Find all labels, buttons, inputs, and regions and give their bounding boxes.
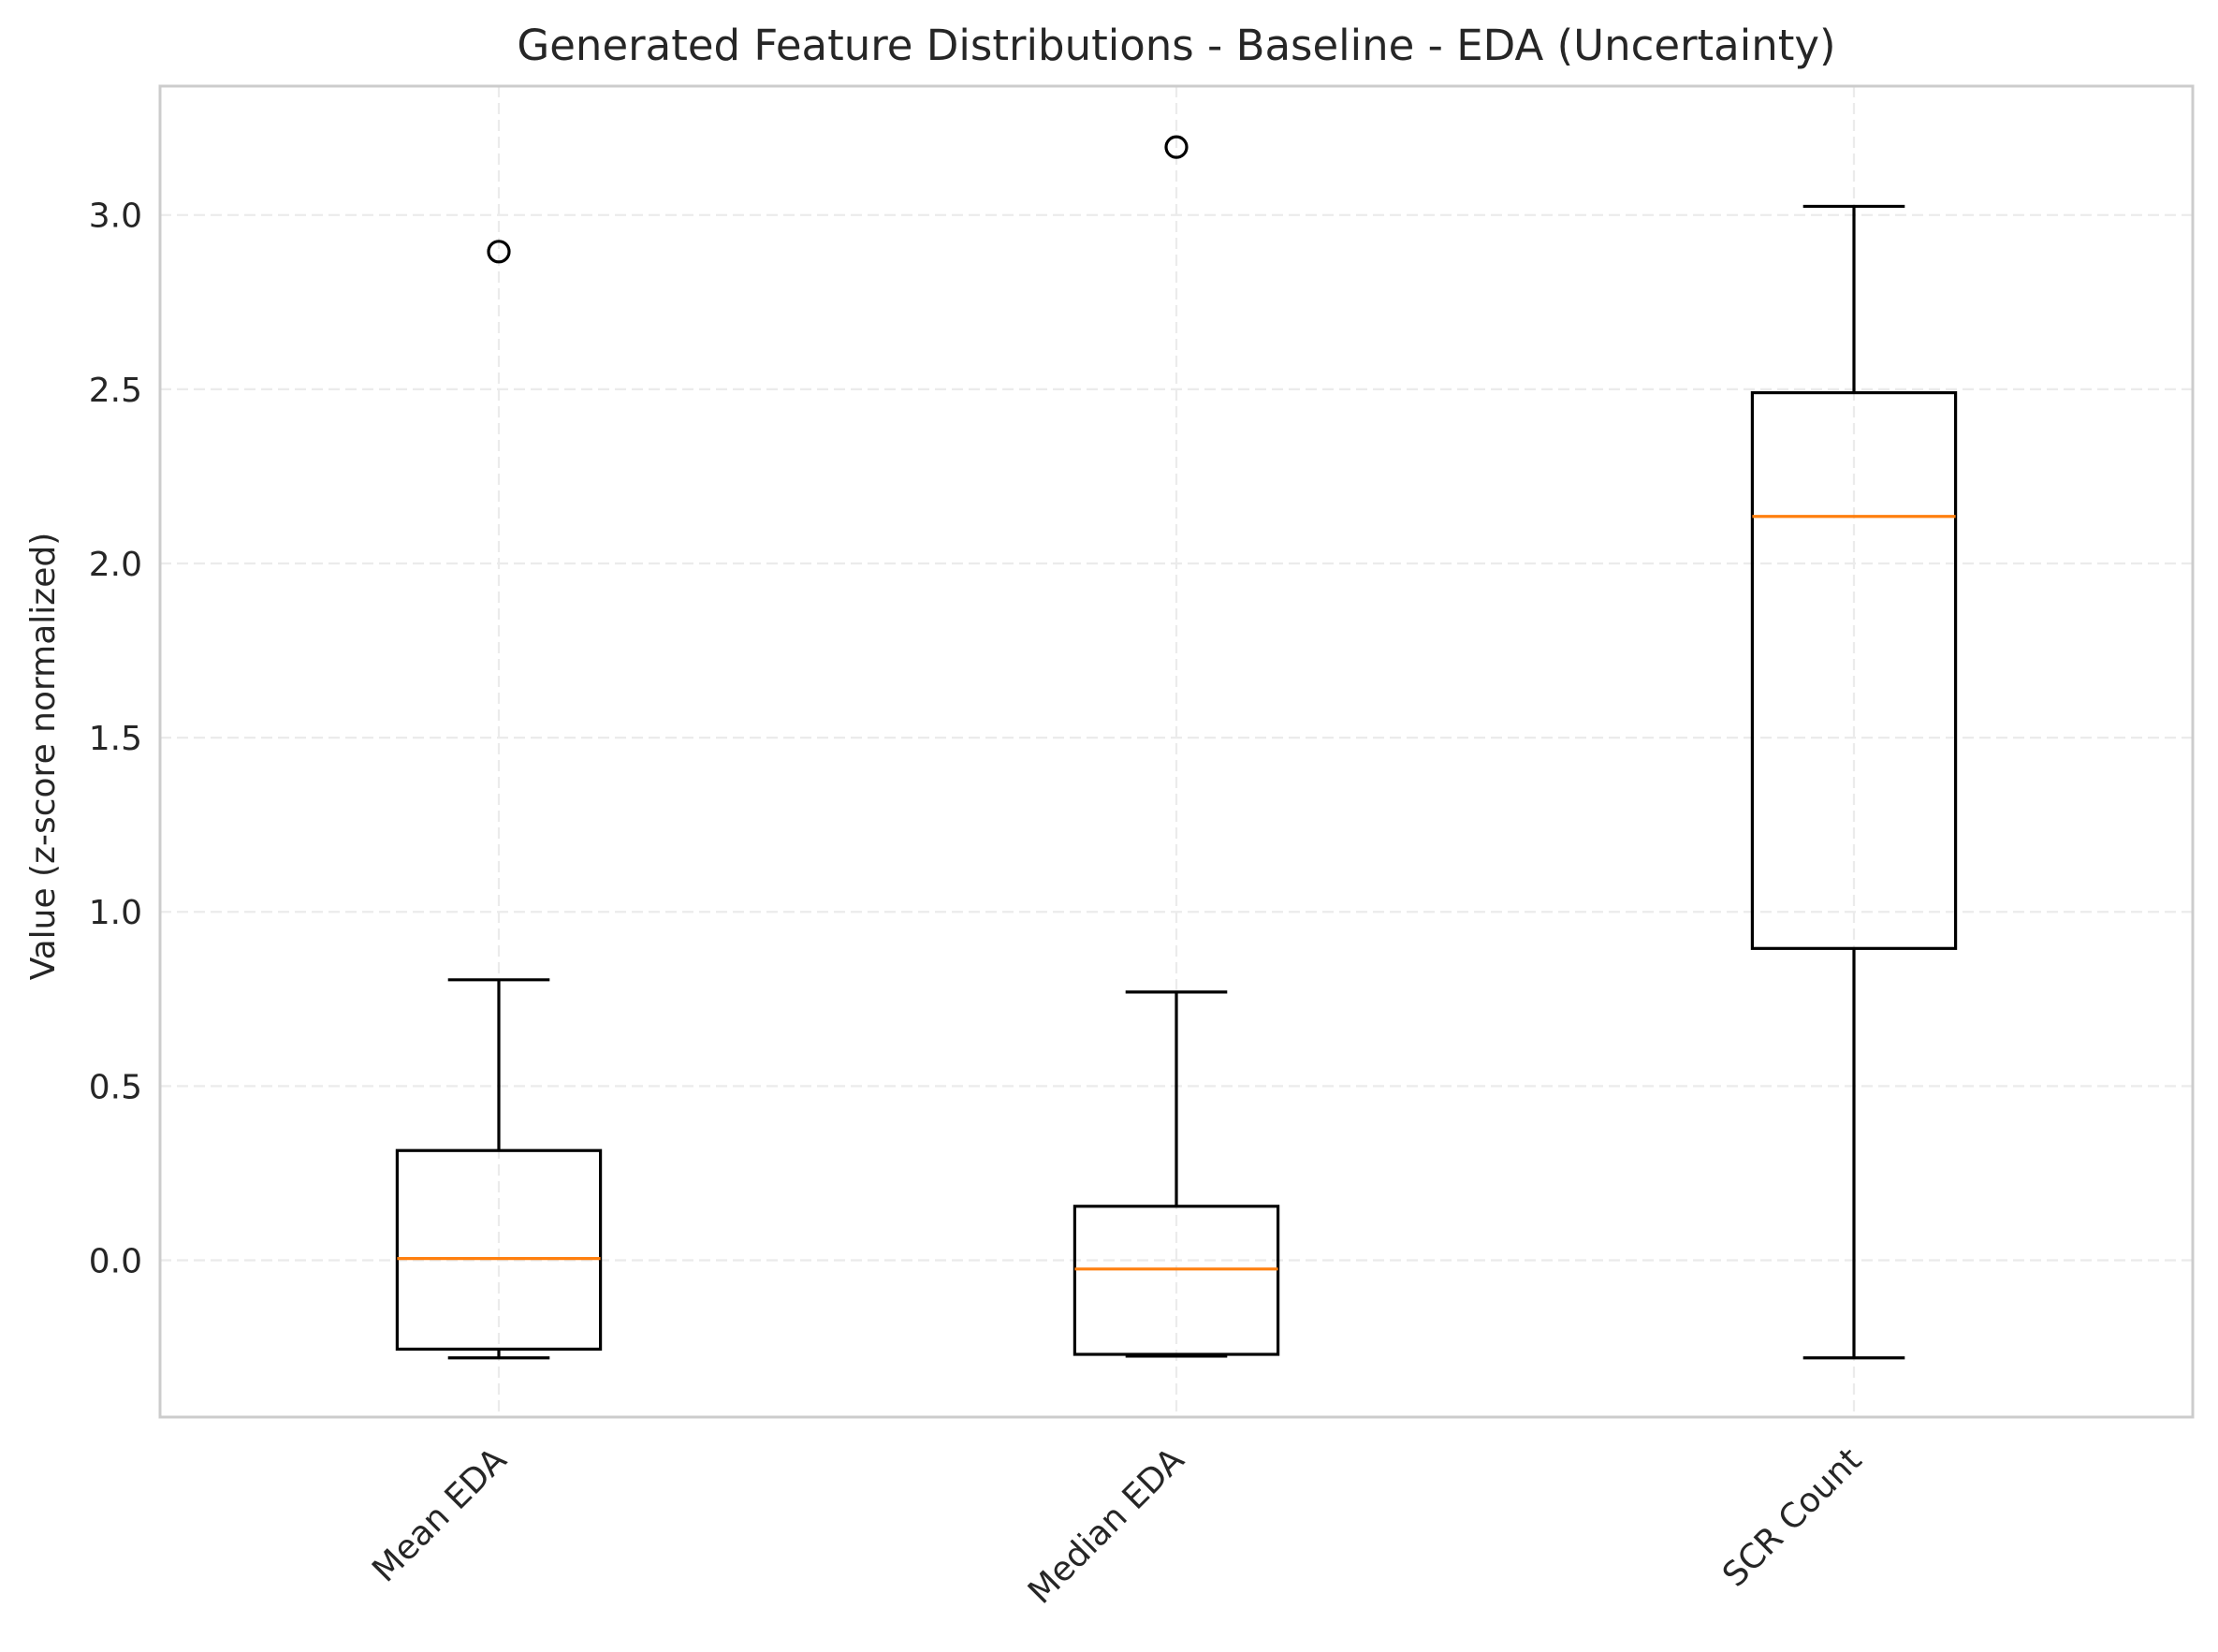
outlier-point <box>1164 135 1189 159</box>
outlier-point <box>487 240 511 264</box>
iqr-box <box>395 1148 603 1352</box>
x-tick-label: SCR Count <box>1715 1440 1869 1594</box>
plot-frame <box>158 84 2195 1419</box>
box-layer <box>395 135 1958 1360</box>
iqr-box <box>1073 1205 1280 1356</box>
box-mean-eda <box>395 240 603 1360</box>
box-median-eda <box>1073 135 1280 1358</box>
y-tick-labels: 0.0 0.5 1.0 1.5 2.0 2.5 3.0 <box>89 197 142 1281</box>
iqr-box <box>1750 390 1958 950</box>
box-scr-count <box>1750 204 1958 1360</box>
y-axis-label: Value (z-score normalized) <box>24 533 63 981</box>
grid-layer <box>160 86 2193 1417</box>
x-tick-label: Mean EDA <box>365 1440 514 1589</box>
chart-title: Generated Feature Distributions - Baseli… <box>517 21 1835 70</box>
y-tick-label: 0.5 <box>89 1068 142 1106</box>
y-tick-label: 2.0 <box>89 546 142 584</box>
y-tick-label: 3.0 <box>89 197 142 236</box>
y-tick-label: 1.0 <box>89 894 142 932</box>
y-tick-label: 2.5 <box>89 372 142 410</box>
y-tick-label: 0.0 <box>89 1242 142 1280</box>
x-tick-label: Median EDA <box>1021 1440 1192 1612</box>
y-tick-label: 1.5 <box>89 720 142 758</box>
x-tick-labels: Mean EDA Median EDA SCR Count <box>365 1440 1869 1612</box>
